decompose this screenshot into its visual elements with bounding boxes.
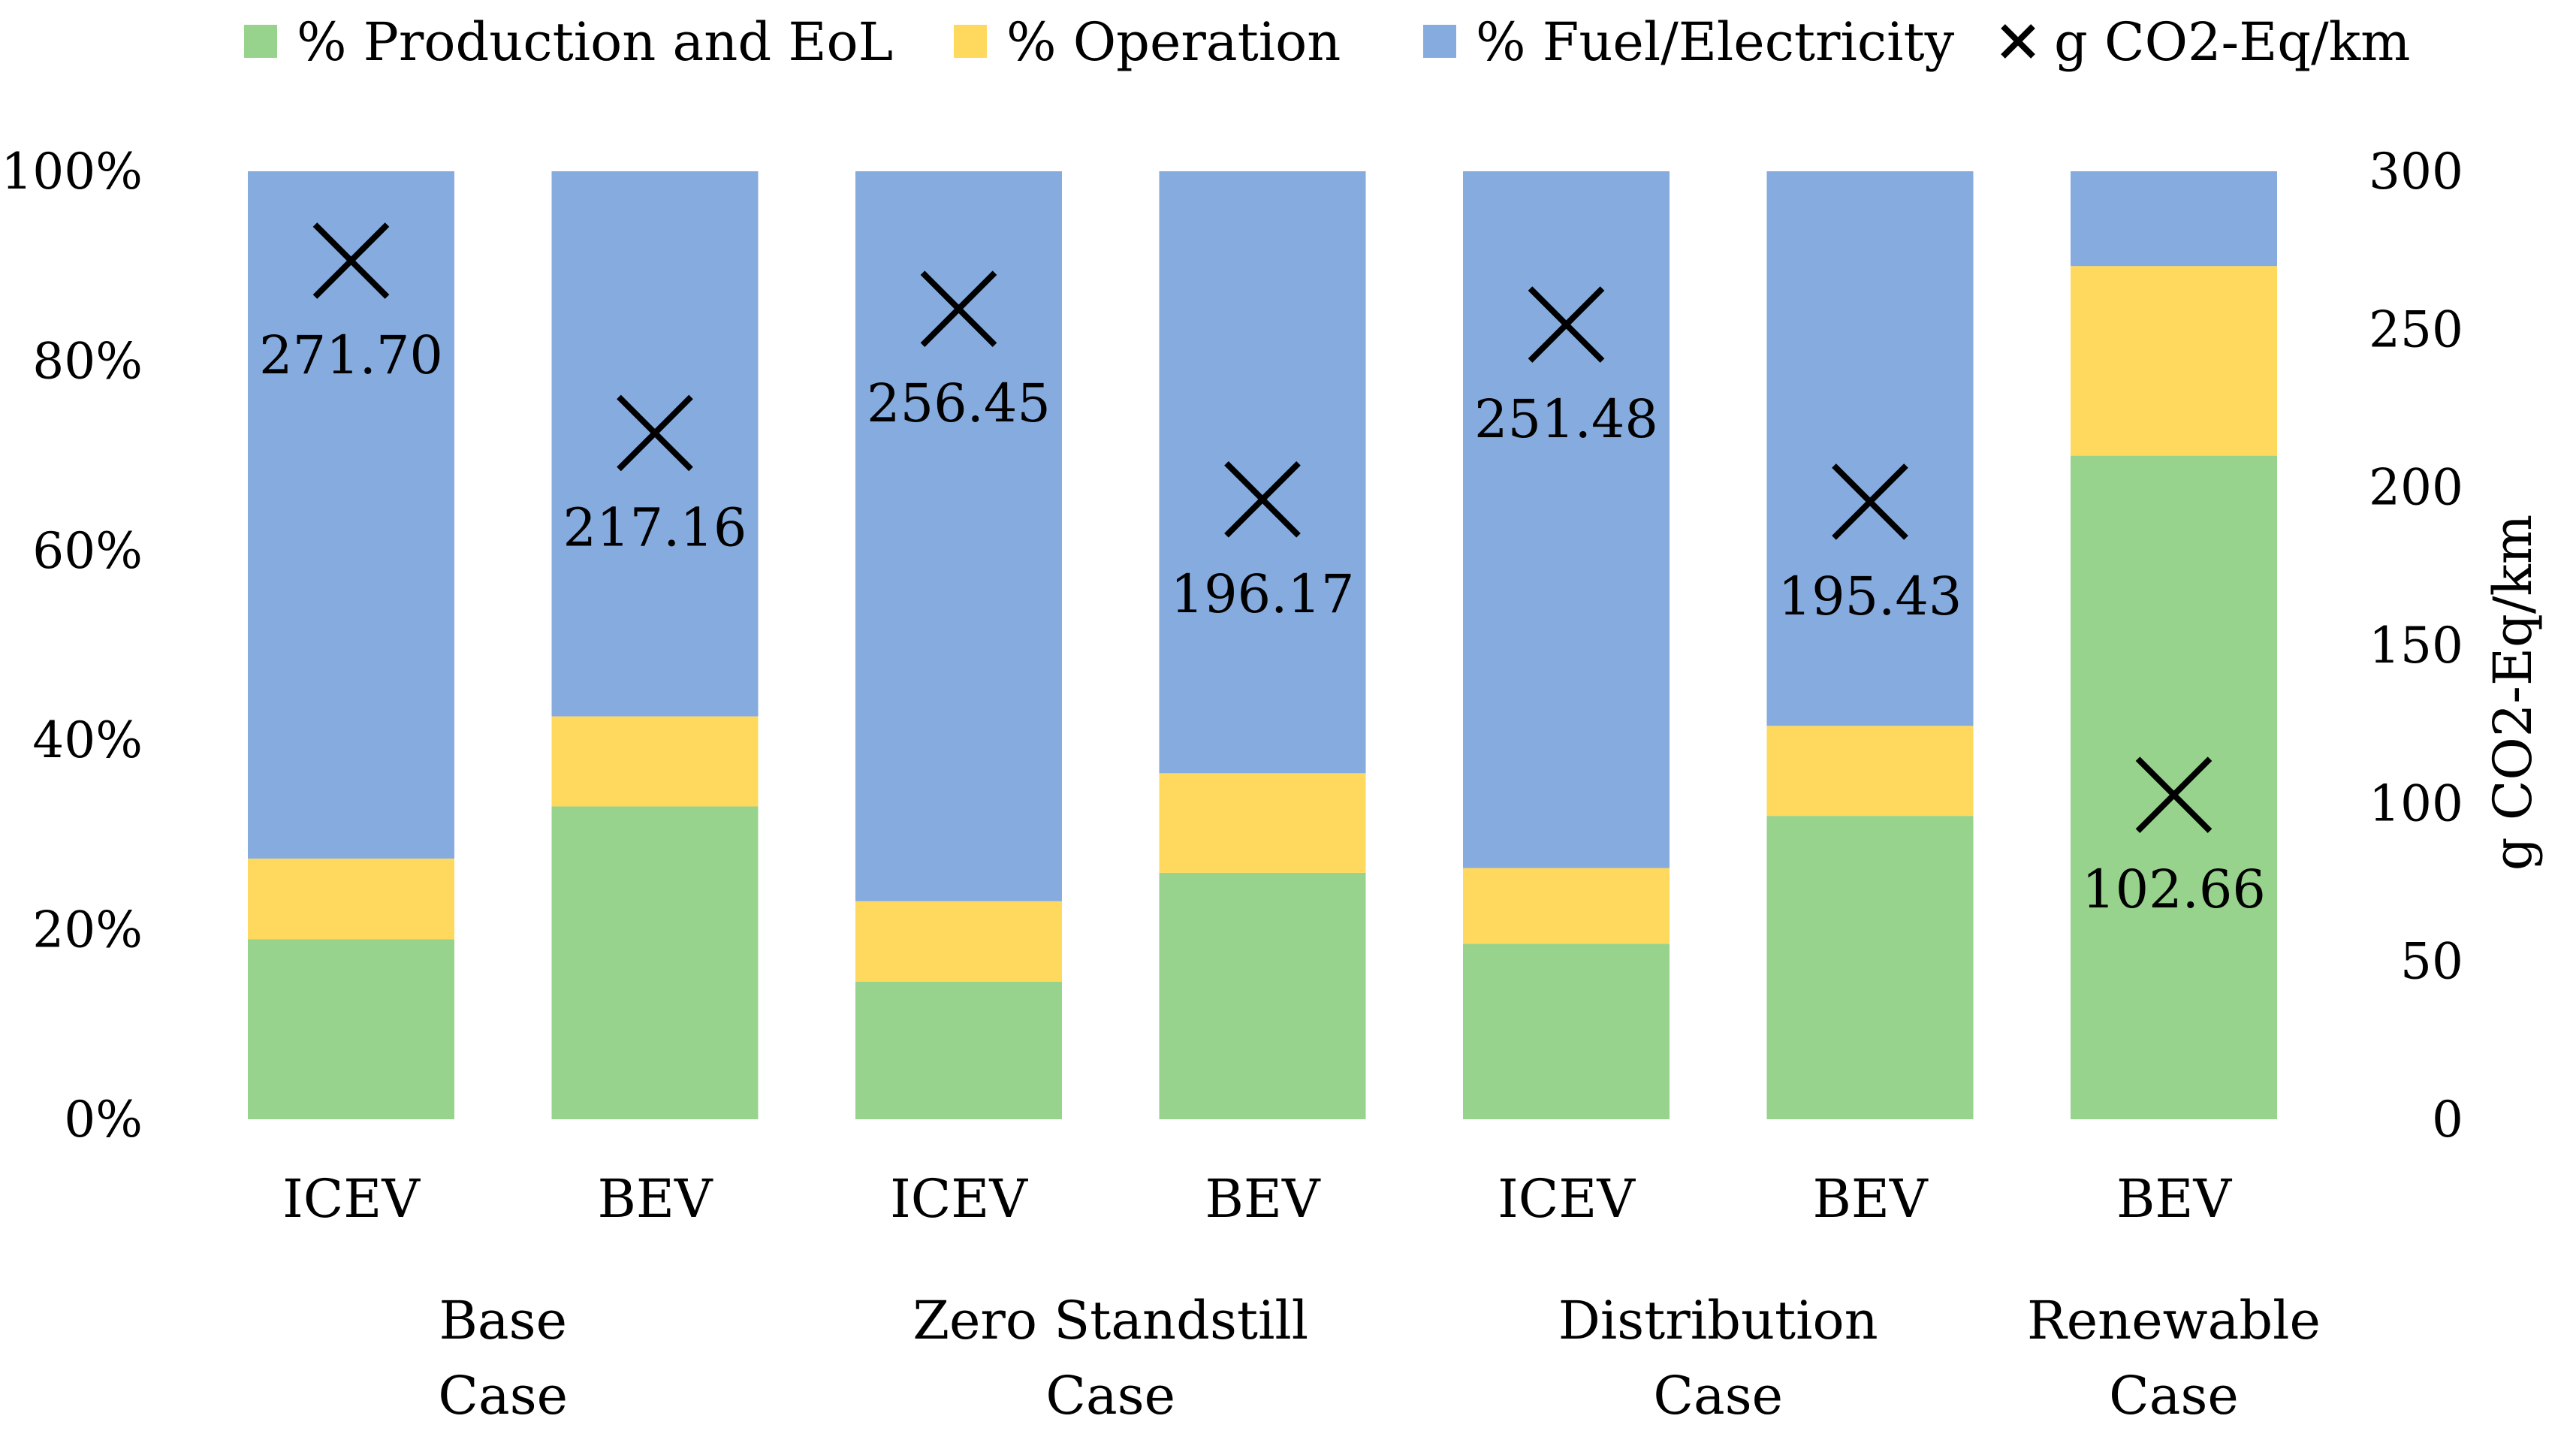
legend-x-icon <box>2001 24 2035 59</box>
group-label-line1: Zero Standstill <box>912 1290 1308 1351</box>
x-marker-stroke <box>617 394 693 472</box>
x-marker <box>312 222 390 299</box>
group-label-line1: Renewable <box>2027 1290 2321 1351</box>
category-label: BEV <box>1812 1168 1929 1230</box>
data-label: 195.43 <box>1778 566 1962 627</box>
category-label: BEV <box>1205 1168 1321 1230</box>
legend-label: % Fuel/Electricity <box>1476 11 1955 73</box>
right-tick-label: 100 <box>2369 774 2463 832</box>
legend-label: % Operation <box>1006 11 1341 73</box>
category-label: ICEV <box>890 1168 1028 1230</box>
right-tick-label: 300 <box>2369 143 2463 201</box>
group-label-line2: Case <box>1653 1365 1783 1426</box>
left-y-axis: 0% 20% 40% 60% 80% 100% <box>1 143 143 1149</box>
x-marker-stroke <box>2135 756 2213 833</box>
bar-segment-1 <box>551 806 759 1119</box>
left-tick-label: 40% <box>32 711 143 769</box>
bar-segment-3 <box>551 171 759 717</box>
x-marker <box>617 394 693 472</box>
category-label: BEV <box>2116 1168 2233 1230</box>
legend-label: g CO2-Eq/km <box>2054 11 2410 73</box>
bar-segment-3 <box>248 171 454 859</box>
bar-segment-1 <box>1159 872 1366 1119</box>
legend-item: % Fuel/Electricity <box>1423 11 1955 73</box>
bar-segment-3 <box>2071 171 2277 267</box>
data-label: 102.66 <box>2082 859 2266 920</box>
x-marker <box>1528 286 1605 363</box>
bar-segment-2 <box>1766 726 1974 817</box>
legend-item: % Production and EoL <box>244 11 893 73</box>
right-y-axis: 0 50 100 150 200 250 300 <box>2369 143 2463 1149</box>
group-label-line2: Case <box>2109 1365 2239 1426</box>
group-label-line2: Case <box>438 1365 568 1426</box>
category-labels: ICEV BEV ICEV BEV ICEV BEV BEV <box>282 1168 2232 1230</box>
category-label: ICEV <box>282 1168 421 1230</box>
bar-segment-3 <box>1463 171 1670 868</box>
bar-segment-3 <box>1159 171 1366 774</box>
left-tick-label: 0% <box>64 1091 143 1149</box>
bar-segment-3 <box>1766 171 1974 726</box>
bar-segment-3 <box>855 171 1062 901</box>
data-label: 251.48 <box>1474 388 1658 450</box>
bar-segment-2 <box>551 716 759 807</box>
x-marker-stroke <box>1832 463 1908 540</box>
x-marker-stroke <box>312 222 390 299</box>
data-label: 256.45 <box>867 373 1051 434</box>
right-tick-label: 150 <box>2369 617 2463 675</box>
x-marker <box>2135 756 2213 833</box>
bar-segment-2 <box>855 901 1062 983</box>
bar-segment-1 <box>855 982 1062 1119</box>
x-marker-stroke <box>1528 286 1605 363</box>
category-label: BEV <box>597 1168 713 1230</box>
x-marker-stroke <box>1224 460 1301 538</box>
left-tick-label: 60% <box>32 522 143 580</box>
right-tick-label: 200 <box>2369 459 2463 517</box>
bars <box>248 171 2277 1119</box>
data-label: 217.16 <box>563 497 747 558</box>
left-tick-label: 80% <box>32 332 143 390</box>
x-marker <box>1832 463 1908 540</box>
legend-item: g CO2-Eq/km <box>2001 11 2410 73</box>
left-tick-label: 20% <box>32 901 143 959</box>
legend-swatch <box>1423 25 1456 58</box>
legend-label: % Production and EoL <box>297 11 893 73</box>
legend-swatch <box>954 25 987 58</box>
bar-segment-1 <box>248 939 454 1119</box>
bar-segment-2 <box>1159 773 1366 873</box>
bar-segment-1 <box>2071 455 2277 1119</box>
legend-item: % Operation <box>954 11 1341 73</box>
left-tick-label: 100% <box>1 143 143 201</box>
x-marker-stroke <box>920 270 997 348</box>
right-axis-title: g CO2-Eq/km <box>2482 515 2544 871</box>
right-tick-label: 50 <box>2400 933 2463 991</box>
bar-segment-2 <box>248 858 454 940</box>
category-label: ICEV <box>1498 1168 1636 1230</box>
legend-swatch <box>244 25 277 58</box>
group-labels: Base Case Zero Standstill Case Distribution C… <box>438 1290 2321 1426</box>
bar-segment-2 <box>1463 868 1670 944</box>
right-tick-label: 0 <box>2432 1091 2463 1149</box>
group-label-line2: Case <box>1045 1365 1175 1426</box>
data-label: 271.70 <box>259 325 443 386</box>
group-label-line1: Distribution <box>1558 1290 1878 1351</box>
x-marker <box>1224 460 1301 538</box>
bar-segment-2 <box>2071 266 2277 456</box>
right-tick-label: 250 <box>2369 300 2463 358</box>
bar-segment-1 <box>1766 816 1974 1119</box>
co2-markers: 271.70 217.16 256.45 196.17 251.48 195.43 102.… <box>259 222 2266 920</box>
bar-segment-1 <box>1463 943 1670 1119</box>
x-marker <box>920 270 997 348</box>
data-label: 196.17 <box>1171 563 1355 625</box>
group-label-line1: Base <box>439 1290 567 1351</box>
legend: % Production and EoL % Operation % Fuel/El… <box>244 11 2410 73</box>
